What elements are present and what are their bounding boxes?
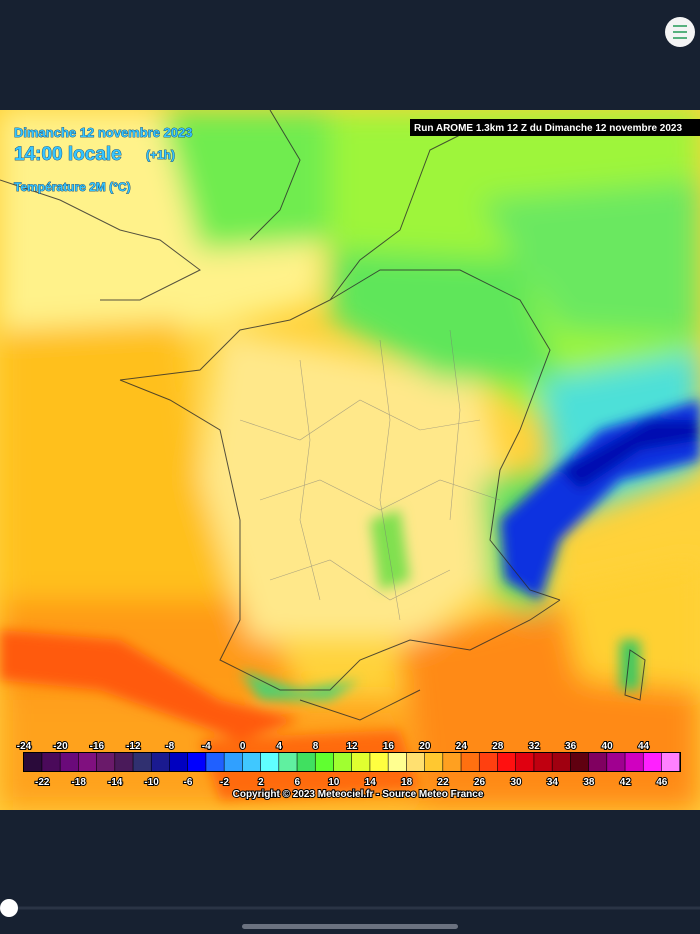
run-info: Run AROME 1.3km 12 Z du Dimanche 12 nove…	[414, 123, 682, 134]
scale-swatch	[625, 753, 643, 771]
scale-label: -24	[17, 741, 32, 752]
scale-label: 0	[240, 741, 246, 752]
scale-label: 12	[346, 741, 358, 752]
menu-icon	[673, 25, 687, 39]
run-banner	[410, 119, 700, 136]
scale-label: -10	[144, 777, 159, 788]
scale-swatch	[224, 753, 243, 771]
scale-label: 18	[401, 777, 413, 788]
scale-swatch	[297, 753, 315, 771]
scale-label: -22	[35, 777, 50, 788]
scale-swatch	[406, 753, 425, 771]
scale-swatch	[443, 753, 461, 771]
map-time: 14:00 locale	[14, 144, 122, 165]
scale-swatch	[151, 753, 170, 771]
scale-swatch	[479, 753, 498, 771]
scale-label: -6	[184, 777, 193, 788]
copyright: Copyright © 2023 Meteociel.fr - Source M…	[233, 789, 484, 800]
scale-label: 10	[328, 777, 340, 788]
scale-swatch	[424, 753, 443, 771]
scale-swatch	[260, 753, 279, 771]
scale-swatch	[588, 753, 607, 771]
scale-label: 30	[510, 777, 522, 788]
scale-label: -8	[165, 741, 174, 752]
scale-swatch	[497, 753, 516, 771]
scale-label: 2	[258, 777, 264, 788]
scale-label: -2	[220, 777, 229, 788]
scale-swatch	[42, 753, 60, 771]
scale-swatch	[78, 753, 97, 771]
home-indicator	[242, 924, 458, 929]
scale-swatch	[352, 753, 370, 771]
time-slider-thumb[interactable]	[0, 899, 18, 917]
scale-label: 28	[492, 741, 504, 752]
scale-swatch	[279, 753, 297, 771]
scale-label: 24	[456, 741, 468, 752]
scale-swatch	[242, 753, 261, 771]
scale-label: 8	[313, 741, 319, 752]
scale-label: 34	[547, 777, 559, 788]
scale-label: 22	[438, 777, 450, 788]
scale-label: -12	[126, 741, 141, 752]
scale-label: 14	[365, 777, 377, 788]
scale-swatch	[206, 753, 224, 771]
color-scale: -24 -20 -16 -12 -8 -4 0 4 8 12 16 20 24 28 32 36 40 44-22…	[16, 740, 681, 789]
scale-swatch	[60, 753, 79, 771]
scale-label: 16	[383, 741, 395, 752]
map-date: Dimanche 12 novembre 2023	[14, 125, 192, 140]
scale-label: -14	[108, 777, 123, 788]
scale-label: 6	[295, 777, 301, 788]
scale-label: 32	[529, 741, 541, 752]
scale-label: -4	[202, 741, 211, 752]
scale-swatch	[169, 753, 188, 771]
scale-label: 42	[620, 777, 632, 788]
scale-label: 26	[474, 777, 486, 788]
scale-label: 20	[419, 741, 431, 752]
scale-label: 4	[276, 741, 282, 752]
map-variable: Température 2M (°C)	[14, 180, 131, 194]
scale-swatch	[552, 753, 571, 771]
scale-swatch	[607, 753, 625, 771]
scale-swatch	[370, 753, 388, 771]
scale-swatch	[661, 753, 680, 771]
scale-swatch	[115, 753, 133, 771]
scale-swatch	[24, 753, 42, 771]
map-offset: (+1h)	[146, 148, 175, 162]
scale-label: 46	[656, 777, 668, 788]
scale-swatch	[534, 753, 552, 771]
scale-label: 36	[565, 741, 577, 752]
scale-swatch	[133, 753, 151, 771]
scale-swatch	[461, 753, 479, 771]
scale-swatch	[643, 753, 662, 771]
scale-swatch	[315, 753, 334, 771]
scale-label: 38	[583, 777, 595, 788]
scale-label: -16	[90, 741, 105, 752]
temperature-map	[0, 110, 700, 810]
scale-swatch	[333, 753, 352, 771]
scale-label: -20	[53, 741, 68, 752]
scale-swatch	[570, 753, 589, 771]
scale-label: 40	[602, 741, 614, 752]
scale-label: -18	[71, 777, 86, 788]
scale-swatch	[96, 753, 115, 771]
scale-swatch	[516, 753, 534, 771]
scale-swatch	[388, 753, 407, 771]
scale-label: 44	[638, 741, 650, 752]
scale-swatch	[188, 753, 206, 771]
